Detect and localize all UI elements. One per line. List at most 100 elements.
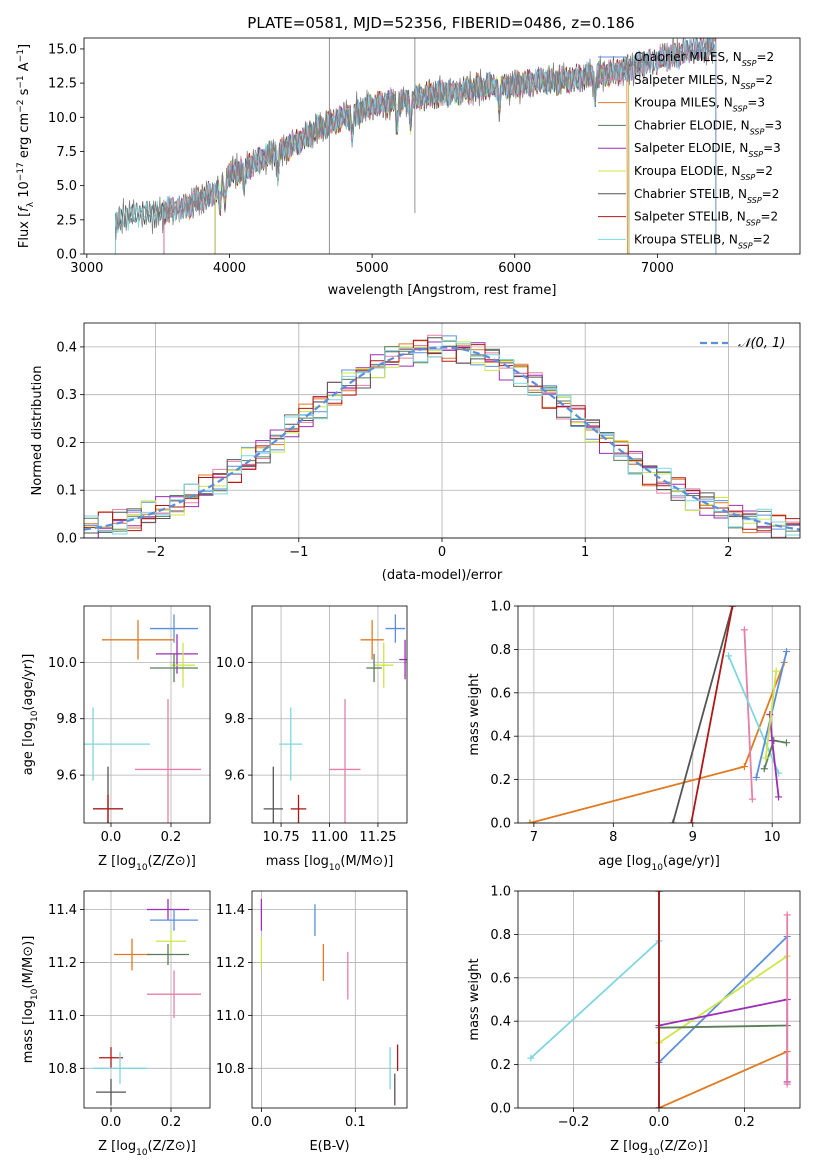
x-tick-label: 9 [689, 830, 697, 845]
y-tick-label: 11.4 [48, 903, 77, 918]
y-tick-label: 10.0 [216, 656, 245, 671]
weight-line [764, 670, 778, 759]
x-tick-label: −1 [289, 545, 308, 560]
x-tick-label: 0.2 [161, 1115, 182, 1130]
weight-marker [783, 1080, 791, 1088]
y-tick-label: 1.0 [490, 885, 511, 900]
x-tick-label: 0.0 [251, 1115, 272, 1130]
x-axis-label: mass [log10(M/M⊙)] [266, 854, 394, 873]
x-tick-label: 10 [764, 830, 781, 845]
weight-line [658, 1050, 788, 1108]
weight-marker [655, 891, 663, 895]
y-tick-label: 0.6 [490, 686, 511, 701]
axes-frame [251, 890, 408, 1109]
x-axis-label: Z [log10(Z/Z⊙)] [98, 1139, 196, 1158]
axes-frame [83, 890, 211, 1109]
x-tick-label: 4000 [213, 261, 246, 276]
y-tick-label: 11.0 [48, 1009, 77, 1024]
x-tick-label: 3000 [70, 261, 103, 276]
axes-frame [83, 605, 211, 824]
x-axis-label: (data-model)/error [382, 568, 503, 583]
y-tick-label: 2.5 [56, 213, 77, 228]
weight-marker [775, 793, 783, 801]
y-tick-label: 9.6 [224, 769, 245, 784]
weight-line [530, 940, 660, 1059]
x-tick-label: 0.0 [649, 1115, 670, 1130]
mass-vs-metallicity-panel: 0.0 0.2 10.8 11.0 11.2 11.4 Z [log10(Z/Z⊙)] mas… [21, 890, 211, 1158]
x-tick-label: 7 [530, 830, 538, 845]
y-tick-label: 0.8 [490, 643, 511, 658]
x-axis-label: age [log10(age/yr)] [598, 854, 720, 873]
y-tick-label: 0.4 [490, 730, 511, 745]
legend-entry: Salpeter ELODIE, NSSP=3 [634, 141, 781, 159]
weight-marker [768, 737, 776, 745]
x-tick-label: 11.00 [311, 830, 348, 845]
x-tick-label: 5000 [356, 261, 389, 276]
y-tick-label: 5.0 [56, 179, 77, 194]
age-vs-metallicity-panel: 0.0 0.2 9.6 9.8 10.0 Z [log10(Z/Z⊙)] age [log1… [21, 605, 211, 873]
x-tick-label: 1 [581, 545, 589, 560]
weight-marker [772, 667, 780, 675]
y-tick-label: 11.2 [216, 956, 245, 971]
y-tick-label: 7.5 [56, 145, 77, 160]
weight-marker [728, 606, 736, 610]
x-tick-label: 0.2 [161, 830, 182, 845]
weight-marker [762, 754, 770, 762]
legend-entry: Chabrier ELODIE, NSSP=3 [634, 118, 782, 136]
y-tick-label: 0.0 [56, 248, 77, 263]
axes-frame [517, 890, 801, 1109]
weight-line [743, 629, 754, 800]
y-axis-label: mass [log10(M/M⊙)] [21, 936, 40, 1064]
x-tick-label: 6000 [498, 261, 531, 276]
model-spectrum-line [163, 38, 717, 254]
x-tick-label: 0.0 [101, 830, 122, 845]
x-tick-label: 0.1 [345, 1115, 366, 1130]
plot-area [84, 334, 800, 538]
legend-entry: 𝒩(0, 1) [738, 336, 785, 351]
weight-marker [748, 795, 756, 803]
mass-vs-ebv-panel: 0.0 0.1 10.8 11.0 11.2 11.4 E(B-V) [216, 890, 408, 1154]
legend-entry: Kroupa ELODIE, NSSP=2 [634, 164, 773, 182]
weight-line [672, 606, 734, 823]
y-tick-label: 10.0 [48, 111, 77, 126]
y-axis-label: age [log10(age/yr)] [21, 654, 40, 776]
x-axis-label: Z [log10(Z/Z⊙)] [98, 854, 196, 873]
y-tick-label: 0.2 [490, 1058, 511, 1073]
age-vs-mass-panel: 10.75 11.00 11.25 9.6 9.8 10.0 mass [log10(M/M… [216, 605, 408, 873]
axes-frame [83, 37, 801, 255]
plot-area [84, 614, 201, 823]
spectrum-panel: 3000 4000 5000 6000 7000 0.0 2.5 5.0 7.5 10.0 12.5… [16, 37, 801, 298]
figure-title: PLATE=0581, MJD=52356, FIBERID=0486, z=0… [247, 14, 634, 32]
x-tick-label: 8 [609, 830, 617, 845]
axes-frame [251, 605, 408, 824]
weight-vs-age-panel: 7 8 9 10 0.0 0.2 0.4 0.6 0.8 1.0 age [log10(age/yr… [467, 600, 801, 873]
y-tick-label: 0.3 [56, 388, 77, 403]
legend-entry: Chabrier STELIB, NSSP=2 [634, 187, 779, 205]
plot-area [260, 898, 399, 1106]
y-tick-label: 0.4 [490, 1015, 511, 1030]
weight-marker [782, 648, 790, 656]
weight-marker [740, 626, 748, 634]
x-tick-label: −0.2 [558, 1115, 590, 1130]
grid [84, 606, 210, 823]
y-tick-label: 9.8 [224, 712, 245, 727]
weight-marker [782, 739, 790, 747]
residual-histogram [84, 339, 800, 532]
legend-entry: Salpeter STELIB, NSSP=2 [634, 210, 778, 228]
x-tick-label: 10.75 [262, 830, 299, 845]
weight-marker [669, 819, 677, 823]
y-tick-label: 9.8 [56, 712, 77, 727]
y-tick-label: 0.0 [490, 817, 511, 832]
weight-line [529, 662, 785, 823]
y-tick-label: 0.0 [490, 1102, 511, 1117]
residuals-panel: −2 −1 0 1 2 0.0 0.1 0.2 0.3 0.4 𝒩(0, 1) (data-model… [30, 322, 801, 583]
x-tick-label: 0.2 [734, 1115, 755, 1130]
y-axis-label: mass weight [467, 673, 482, 755]
legend-entry: Chabrier MILES, NSSP=2 [634, 50, 774, 68]
y-axis-label: Flux [fλ 10−17 erg cm−2 s−1 A−1] [16, 44, 36, 248]
weight-line [658, 998, 789, 1082]
weight-marker [725, 652, 733, 660]
plot-area [263, 614, 407, 823]
weight-line [658, 955, 788, 1044]
y-tick-label: 0.2 [490, 773, 511, 788]
